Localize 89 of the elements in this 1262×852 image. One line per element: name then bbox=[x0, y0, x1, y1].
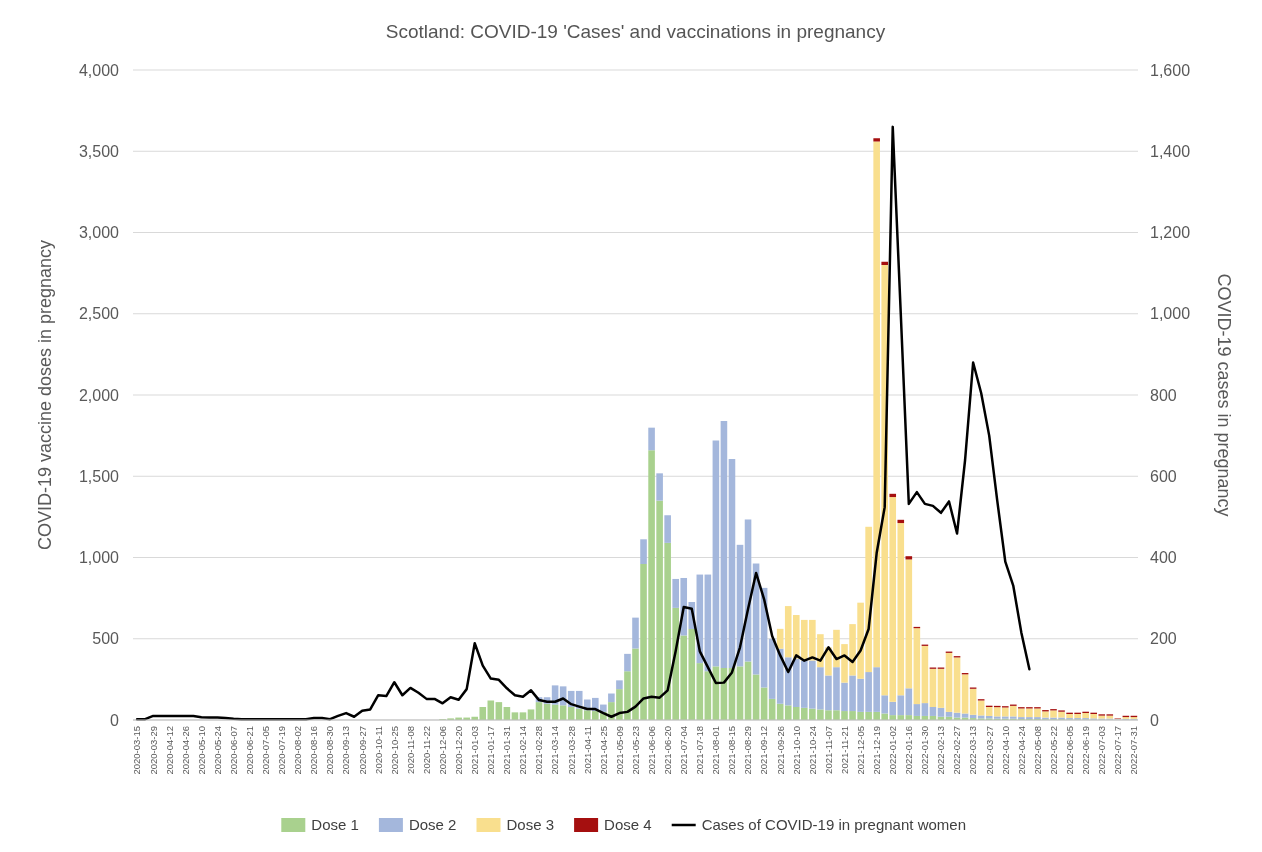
x-tick-label: 2022-05-08 bbox=[1031, 726, 1043, 775]
x-tick-label: 2021-05-23 bbox=[629, 726, 641, 775]
x-tick-label: 2021-02-28 bbox=[533, 726, 545, 775]
x-tick-label: 2022-02-13 bbox=[935, 726, 947, 775]
x-tick-label: 2022-03-13 bbox=[967, 726, 979, 775]
x-tick-label: 2021-07-18 bbox=[694, 726, 706, 775]
y-axis-title: COVID-19 vaccine doses in pregnancy bbox=[35, 239, 55, 551]
x-tick-label: 2021-08-15 bbox=[726, 726, 738, 775]
y-tick-label: 4,000 bbox=[78, 61, 120, 79]
y-tick-label: 3,000 bbox=[78, 224, 120, 242]
y-tick-label: 1,000 bbox=[78, 549, 120, 567]
y2-tick-label: 200 bbox=[1150, 630, 1177, 648]
y2-tick-label: 400 bbox=[1150, 549, 1177, 567]
x-tick-label: 2020-05-10 bbox=[195, 726, 207, 775]
x-tick-label: 2020-06-07 bbox=[227, 726, 239, 775]
x-tick-label: 2020-12-06 bbox=[436, 726, 448, 775]
x-tick-label: 2020-08-30 bbox=[324, 726, 336, 775]
x-tick-label: 2020-10-11 bbox=[372, 726, 384, 774]
legend-label: Dose 3 bbox=[506, 816, 555, 833]
x-tick-label: 2021-07-04 bbox=[678, 726, 690, 775]
x-tick-label: 2021-12-05 bbox=[854, 726, 866, 775]
y2-tick-label: 0 bbox=[1150, 711, 1159, 729]
x-tick-label: 2021-05-09 bbox=[613, 726, 625, 775]
x-tick-label: 2021-04-11 bbox=[581, 726, 593, 774]
x-tick-label: 2022-04-10 bbox=[999, 726, 1011, 775]
y2-tick-label: 600 bbox=[1150, 467, 1177, 485]
x-tick-label: 2020-11-22 bbox=[420, 726, 432, 774]
x-tick-label: 2022-07-17 bbox=[1112, 726, 1124, 775]
x-tick-label: 2022-06-05 bbox=[1063, 726, 1075, 775]
x-tick-label: 2020-07-19 bbox=[276, 726, 288, 775]
x-tick-label: 2021-11-07 bbox=[822, 726, 834, 774]
y2-tick-label: 1,600 bbox=[1150, 61, 1191, 79]
x-tick-label: 2021-09-12 bbox=[758, 726, 770, 775]
x-tick-label: 2020-12-20 bbox=[452, 726, 464, 775]
legend-label: Dose 1 bbox=[311, 816, 359, 833]
x-tick-label: 2020-09-27 bbox=[356, 726, 368, 775]
x-tick-label: 2022-02-27 bbox=[951, 726, 963, 775]
x-tick-label: 2020-09-13 bbox=[340, 726, 352, 775]
y-tick-label: 2,000 bbox=[78, 386, 120, 404]
x-tick-label: 2022-07-03 bbox=[1096, 726, 1108, 775]
x-tick-label: 2021-11-21 bbox=[838, 726, 850, 774]
x-tick-label: 2022-01-02 bbox=[887, 726, 899, 775]
x-tick-label: 2022-03-27 bbox=[983, 726, 995, 775]
x-tick-label: 2021-01-03 bbox=[469, 726, 481, 775]
x-tick-label: 2020-06-21 bbox=[243, 726, 255, 775]
x-tick-label: 2020-08-16 bbox=[308, 726, 320, 775]
x-tick-label: 2021-09-26 bbox=[774, 726, 786, 775]
x-tick-label: 2021-10-24 bbox=[806, 726, 818, 775]
y-tick-label: 2,500 bbox=[78, 305, 120, 323]
y-tick-label: 1,500 bbox=[78, 467, 120, 485]
x-tick-label: 2022-06-19 bbox=[1079, 726, 1091, 775]
x-tick-label: 2020-08-02 bbox=[292, 726, 304, 775]
x-tick-label: 2022-05-22 bbox=[1047, 726, 1059, 775]
x-tick-label: 2020-03-15 bbox=[131, 726, 143, 775]
x-tick-label: 2021-01-31 bbox=[501, 726, 513, 775]
x-tick-label: 2021-06-06 bbox=[645, 726, 657, 775]
y2-axis-title: COVID-19 cases in pregnancy bbox=[1214, 273, 1234, 517]
chart-title: Scotland: COVID-19 'Cases' and vaccinations in pregnancy bbox=[385, 21, 886, 42]
x-tick-label: 2022-07-31 bbox=[1128, 726, 1140, 775]
x-tick-label: 2021-03-14 bbox=[549, 726, 561, 775]
x-tick-label: 2021-01-17 bbox=[485, 726, 497, 775]
x-tick-label: 2021-06-20 bbox=[661, 726, 673, 775]
legend-label: Dose 2 bbox=[408, 816, 457, 833]
x-tick-label: 2021-03-28 bbox=[565, 726, 577, 775]
x-tick-label: 2022-04-24 bbox=[1015, 726, 1027, 775]
y2-tick-label: 1,400 bbox=[1150, 142, 1191, 160]
x-tick-label: 2020-07-05 bbox=[260, 726, 272, 775]
y2-tick-label: 800 bbox=[1150, 386, 1177, 404]
x-tick-label: 2022-01-30 bbox=[919, 726, 931, 775]
y-tick-label: 0 bbox=[110, 711, 120, 729]
x-tick-label: 2021-12-19 bbox=[870, 726, 882, 775]
x-tick-label: 2021-08-01 bbox=[710, 726, 722, 775]
x-tick-label: 2020-04-12 bbox=[163, 726, 175, 775]
y-tick-label: 500 bbox=[92, 630, 120, 648]
legend-label: Dose 4 bbox=[604, 816, 652, 833]
y2-tick-label: 1,000 bbox=[1150, 305, 1191, 323]
x-tick-label: 2021-02-14 bbox=[517, 726, 529, 775]
x-tick-label: 2020-04-26 bbox=[179, 726, 191, 775]
x-tick-label: 2021-08-29 bbox=[742, 726, 754, 775]
x-tick-label: 2021-10-10 bbox=[790, 726, 802, 775]
x-tick-label: 2021-04-25 bbox=[597, 726, 609, 775]
x-tick-label: 2020-05-24 bbox=[211, 726, 223, 775]
x-tick-label: 2020-11-08 bbox=[404, 726, 416, 774]
x-tick-label: 2022-01-16 bbox=[903, 726, 915, 775]
x-tick-label: 2020-10-25 bbox=[388, 726, 400, 775]
x-tick-label: 2020-03-29 bbox=[147, 726, 159, 775]
y-tick-label: 3,500 bbox=[78, 142, 120, 160]
y2-tick-label: 1,200 bbox=[1150, 224, 1191, 242]
legend-label: Cases of COVID-19 in pregnant women bbox=[701, 816, 966, 833]
